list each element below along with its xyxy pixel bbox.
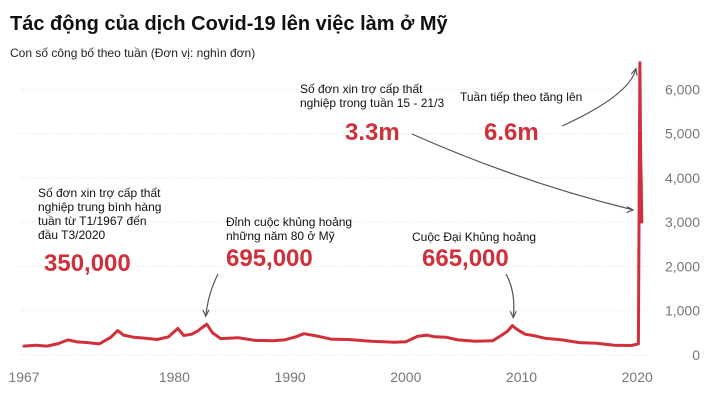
annotation-arrow [411,133,635,214]
x-tick-label: 2010 [506,369,537,385]
series-line [22,61,644,348]
annotation-text: Số đơn xin trợ cấp thất [300,82,423,96]
annotation-text: tuần từ T1/1967 đến [38,214,147,228]
annotation-value: 695,000 [226,245,313,272]
y-tick-label: 6,000 [665,81,700,97]
annotation-text: Đỉnh cuộc khủng hoảng [226,215,352,229]
annotation-arrow [505,273,517,319]
x-tick-label: 2000 [390,369,421,385]
annotation-value: 665,000 [422,245,509,272]
annotation-text: Tuần tiếp theo tăng lên [460,90,582,104]
y-tick-label: 3,000 [665,214,700,230]
annotation-value: 6.6m [484,119,539,146]
annotation-text: những năm 80 ở Mỹ [226,229,335,243]
x-tick-label: 1990 [275,369,306,385]
y-tick-label: 0 [692,347,700,363]
y-tick-label: 4,000 [665,170,700,186]
annotation-text: nghiệp trong tuần 15 - 21/3 [300,96,444,110]
annotation-text: Số đơn xin trợ cấp thất [38,186,161,200]
annotation-text: đầu T3/2020 [38,228,105,242]
annotation-value: 3.3m [345,119,400,146]
chart-subtitle: Con số công bố theo tuần (Đơn vị: nghìn … [10,46,255,60]
y-tick-label: 5,000 [665,126,700,142]
annotation-arrow [561,67,638,127]
y-tick-label: 1,000 [665,303,700,319]
annotation-text: nghiệp trung bình hàng [38,200,161,214]
x-tick-label: 1967 [8,369,39,385]
annotation-text: Cuộc Đại Khủng hoảng [412,230,536,244]
y-tick-label: 2,000 [665,258,700,274]
x-tick-label: 1980 [159,369,190,385]
chart-title: Tác động của dịch Covid-19 lên việc làm … [10,13,449,35]
annotation-arrow [202,273,219,318]
annotation: Tuần tiếp theo tăng lên 6.6m [460,90,582,146]
x-tick-label: 2020 [622,369,653,385]
annotation-value: 350,000 [44,250,131,277]
